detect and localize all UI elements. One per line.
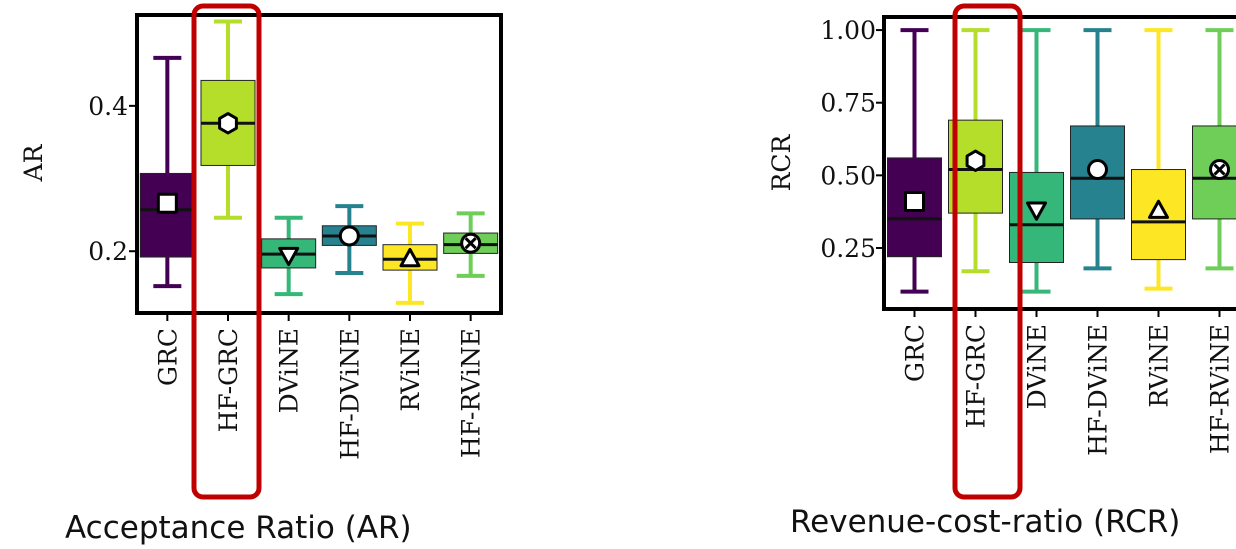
mean-marker-circle xyxy=(338,225,360,247)
box-rvine xyxy=(382,221,438,305)
chart-panel-rcr: 0.25 0.50 0.75 1.00 GRC HF-GRC DViNE HF-DViNE RV… xyxy=(767,3,1236,540)
box-hf-grc xyxy=(200,19,256,220)
mean-marker-x-cross xyxy=(1213,163,1226,176)
box-grc xyxy=(887,28,942,294)
mean-marker-triangle-down xyxy=(1026,201,1047,221)
plot-inner xyxy=(139,19,499,305)
x-tick-label: HF-RViNE xyxy=(457,328,486,458)
y-tick-label: 0.25 xyxy=(820,234,876,263)
plot-area: 0.2 0.4 GRC HF-GRC DViNE HF-DViNE RViNE HF-RViN… xyxy=(88,3,503,500)
x-tick-label: DViNE xyxy=(1023,324,1052,409)
box-hf-dvine xyxy=(321,204,377,276)
plot-inner xyxy=(887,28,1236,294)
y-axis-label: RCR xyxy=(767,133,796,191)
axes-frame xyxy=(135,13,503,315)
x-tick-label: HF-DViNE xyxy=(335,328,364,460)
y-tick-label: 0.50 xyxy=(820,161,876,190)
box-iqr xyxy=(139,172,195,258)
box-rvine xyxy=(1131,28,1186,291)
mean-marker-square xyxy=(904,190,925,212)
box-hf-rvine xyxy=(443,211,499,278)
highlight-frame xyxy=(191,3,262,500)
box-hf-rvine xyxy=(1192,28,1236,271)
mean-marker-triangle-down xyxy=(278,246,300,267)
x-tick-label: HF-RViNE xyxy=(1206,324,1235,454)
box-hf-dvine xyxy=(1070,28,1125,271)
chart-panel-ar: 0.2 0.4 GRC HF-GRC DViNE HF-DViNE RViNE HF-RViN… xyxy=(19,3,503,546)
y-tick-label: 0.2 xyxy=(88,237,128,266)
y-tick-label: 0.75 xyxy=(820,89,876,118)
mean-marker-x-cross xyxy=(464,237,477,250)
x-tick-label: HF-GRC xyxy=(214,328,243,432)
mean-marker-circle xyxy=(1087,159,1108,181)
highlight-frame xyxy=(952,3,1023,500)
mean-marker-hexagon xyxy=(965,149,986,172)
x-tick-label: RViNE xyxy=(1145,324,1174,408)
mean-marker-triangle-up xyxy=(399,247,421,268)
y-axis-label: AR xyxy=(19,143,48,182)
x-tick-label: RViNE xyxy=(396,328,425,412)
x-tick-label: HF-GRC xyxy=(962,324,991,428)
x-tick-label: GRC xyxy=(901,324,930,382)
plot-area: 0.25 0.50 0.75 1.00 GRC HF-GRC DViNE HF-DViNE RV… xyxy=(820,3,1236,500)
y-tick-label: 0.4 xyxy=(88,92,128,121)
y-tick-label: 1.00 xyxy=(820,16,876,45)
chart-title: Acceptance Ratio (AR) xyxy=(65,510,412,546)
mean-marker-square xyxy=(156,192,178,214)
mean-marker-triangle-up xyxy=(1148,199,1169,219)
mean-marker-hexagon xyxy=(218,112,238,135)
box-dvine xyxy=(261,215,317,297)
box-grc xyxy=(139,55,195,289)
axes-frame xyxy=(882,15,1236,311)
x-tick-label: DViNE xyxy=(275,328,304,413)
chart-title: Revenue-cost-ratio (RCR) xyxy=(790,504,1180,540)
x-tick-label: HF-DViNE xyxy=(1084,324,1113,456)
x-tick-label: GRC xyxy=(153,328,182,386)
